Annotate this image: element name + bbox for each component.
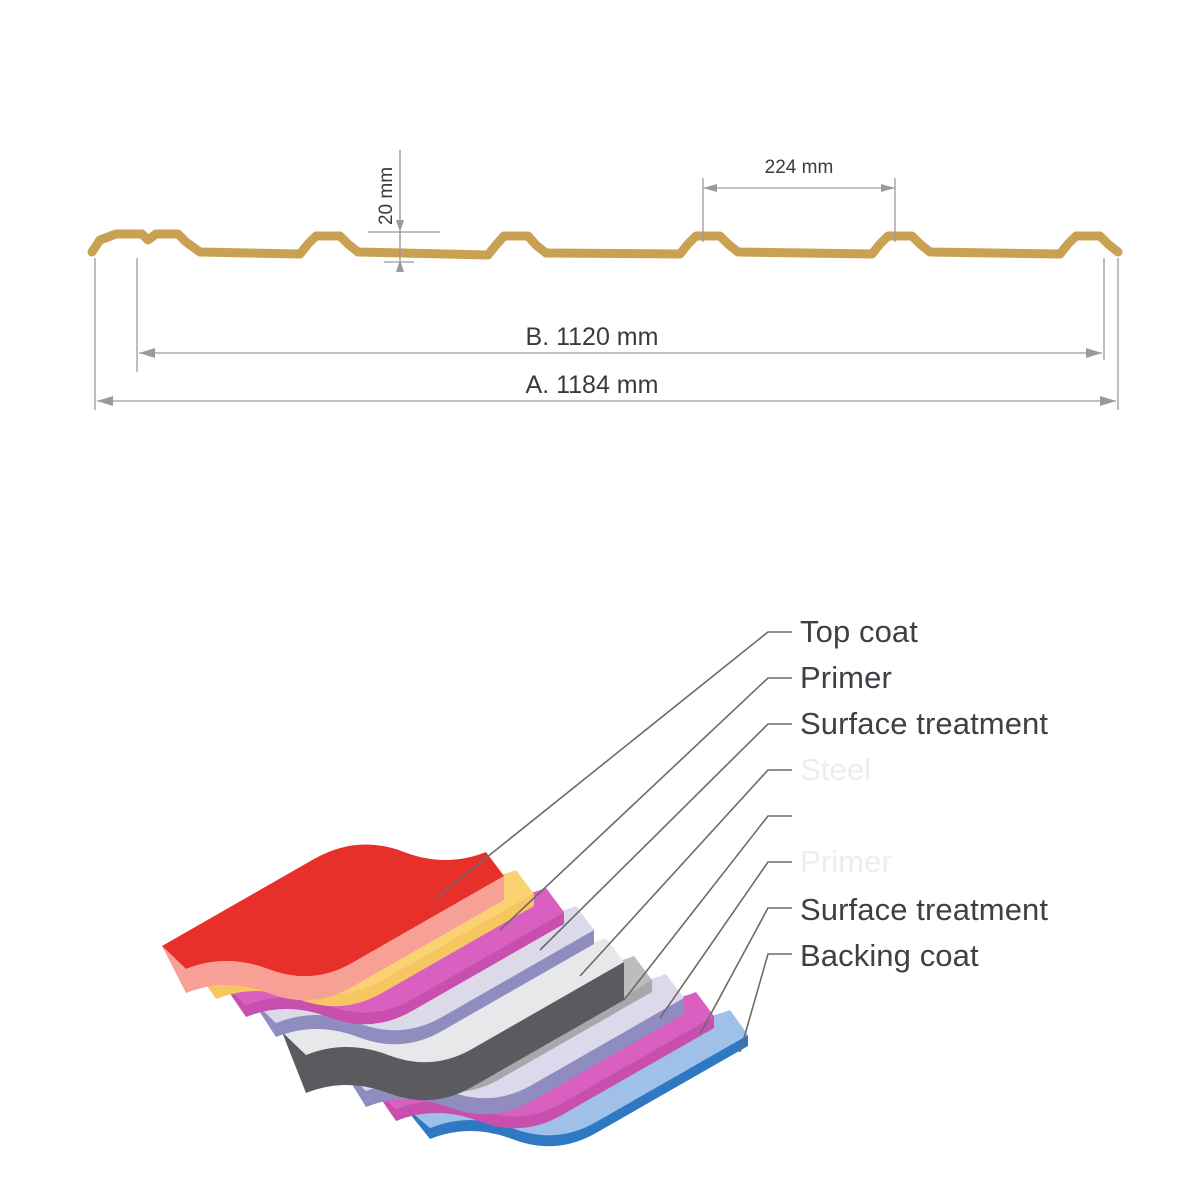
leader-line-7: [699, 907, 792, 1035]
leader-line-4: [579, 769, 792, 977]
callout-label-primer-bottom: Primer: [800, 844, 892, 879]
leader-line-6: [659, 861, 792, 1019]
leader-line-8: [739, 953, 792, 1053]
callout-label-backing-coat: Backing coat: [800, 938, 979, 973]
dimension-label-rib-height: 20 mm: [376, 167, 397, 225]
dimension-total-width: A. 1184 mm: [94, 258, 1119, 410]
callout-leader-lines: [435, 631, 792, 1053]
leader-line-5: [623, 815, 792, 1001]
callout-label-primer-top: Primer: [800, 660, 892, 695]
dimension-rib-height: 20 mm: [368, 150, 440, 272]
dimension-label-total-width: A. 1184 mm: [526, 371, 659, 399]
dimension-cover-width: B. 1120 mm: [136, 258, 1105, 372]
dimension-rib-pitch: 224 mm: [702, 157, 896, 242]
sheet-profile-path: [87, 229, 1123, 260]
callout-label-top-coat: Top coat: [800, 614, 918, 649]
leader-line-2: [499, 677, 792, 931]
callout-label-surface-treatment-top: Surface treatment: [800, 706, 1049, 741]
callout-label-steel: Steel: [800, 752, 872, 787]
layer-slab-top-coat: [162, 844, 504, 1001]
callout-label-surface-treatment-bottom: Surface treatment: [800, 892, 1049, 927]
leader-line-3: [539, 723, 792, 951]
leader-line-1: [435, 631, 792, 899]
dimension-label-rib-pitch: 224 mm: [765, 157, 834, 178]
dimension-label-cover-width: B. 1120 mm: [526, 323, 659, 351]
